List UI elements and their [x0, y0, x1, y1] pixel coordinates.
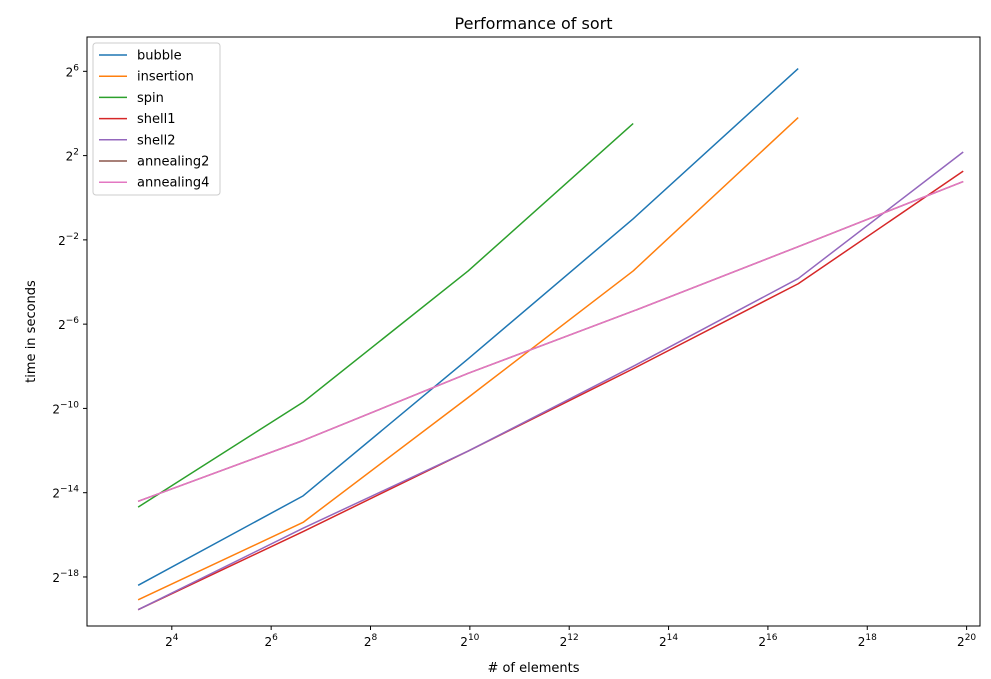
plot-area: [137, 68, 964, 611]
plot-frame: [86, 36, 981, 627]
series-line-shell2: [137, 151, 964, 611]
y-tick-label: 22: [66, 148, 79, 164]
y-tick-label: 26: [66, 63, 80, 79]
series-line-annealing4: [137, 180, 964, 502]
x-tick-label: 210: [460, 633, 479, 649]
legend: bubble insertion spin shell1 shell2 annealing…: [92, 42, 221, 196]
series-line-insertion: [137, 116, 799, 601]
chart-title: Performance of sort: [455, 14, 613, 33]
x-tick-label: 28: [364, 633, 378, 649]
x-tick-label: 212: [560, 633, 579, 649]
y-tick-label: 2−14: [52, 485, 79, 501]
series-line-spin: [137, 122, 634, 508]
x-axis-label: # of elements: [487, 661, 579, 676]
y-axis-label: time in seconds: [24, 280, 39, 383]
legend-label: annealing2: [137, 155, 209, 170]
x-tick-label: 214: [659, 633, 678, 649]
legend-label: bubble: [137, 49, 182, 64]
x-tick-label: 24: [165, 633, 179, 649]
x-tick-label: 220: [957, 633, 976, 649]
x-axis: 24 26 28 210 212 214 216 218 220: [165, 626, 976, 649]
legend-box: [92, 42, 221, 196]
x-tick-label: 218: [858, 633, 877, 649]
legend-label: shell2: [137, 133, 176, 148]
y-tick-label: 2−18: [52, 569, 79, 585]
legend-label: insertion: [137, 70, 194, 85]
legend-label: spin: [137, 91, 164, 106]
series-line-shell1: [137, 170, 964, 611]
x-tick-label: 216: [758, 633, 777, 649]
y-axis: 2−18 2−14 2−10 2−6 2−2 22 26: [52, 63, 87, 585]
legend-label: annealing4: [137, 176, 209, 191]
series-line-bubble: [137, 68, 799, 586]
x-tick-label: 26: [264, 633, 278, 649]
y-tick-label: 2−2: [58, 232, 79, 248]
y-tick-label: 2−10: [52, 400, 79, 416]
y-tick-label: 2−6: [58, 316, 79, 332]
legend-label: shell1: [137, 112, 176, 127]
